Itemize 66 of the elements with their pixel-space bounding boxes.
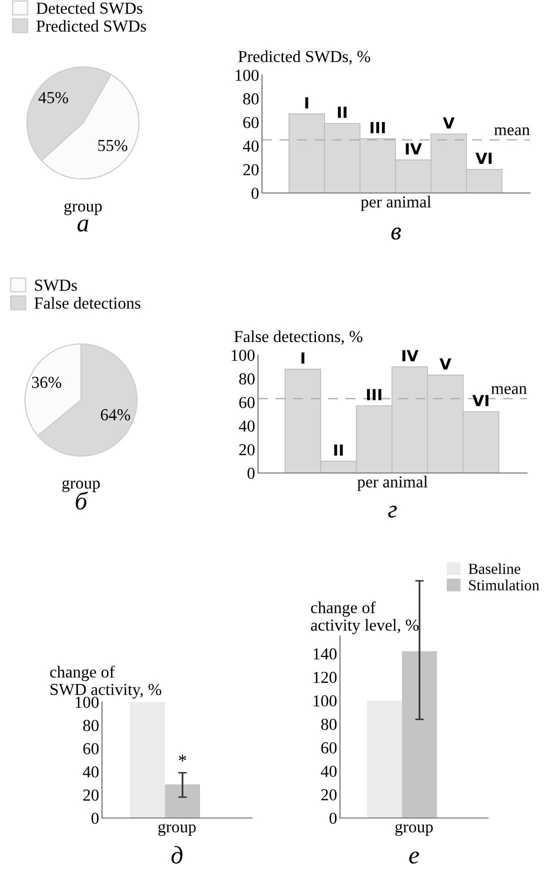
y-tick-label: 60 <box>243 116 259 128</box>
y-tick-label: 100 <box>236 70 259 81</box>
y-tick-label: 60 <box>83 743 99 754</box>
annotation: * <box>178 754 186 762</box>
y-tick-label: 0 <box>330 812 337 824</box>
y-tick-label: 80 <box>321 718 337 730</box>
legend-label: Baseline <box>468 563 520 574</box>
annotation: IV <box>402 350 418 362</box>
legend-label: SWDs <box>35 280 77 291</box>
annotation: V <box>442 117 455 128</box>
y-tick-label: 100 <box>76 696 99 708</box>
y-tick-label: 0 <box>92 812 99 824</box>
y-tick-label: 100 <box>232 350 255 361</box>
chart-title: Predicted SWDs, % <box>238 50 370 65</box>
y-tick-label: 100 <box>314 695 337 707</box>
text: е <box>409 852 419 864</box>
y-tick-label: 0 <box>248 468 255 479</box>
text: в <box>391 228 401 240</box>
x-axis-title: group <box>395 824 433 836</box>
annotation: III <box>367 389 382 400</box>
legend-label: Stimulation <box>469 580 540 590</box>
y-tick-label: 20 <box>321 789 337 800</box>
annotation: I <box>305 97 308 108</box>
text: а <box>77 220 88 232</box>
text: group <box>62 480 100 492</box>
data-label: 55% <box>98 140 128 152</box>
y-tick-label: 80 <box>243 93 259 105</box>
y-tick-label: 20 <box>83 790 99 801</box>
y-tick-label: 60 <box>321 742 337 754</box>
text: group <box>64 202 102 216</box>
chart-title: change of activity level, % <box>310 601 419 634</box>
text: д <box>171 846 182 864</box>
x-axis-title: group <box>158 824 196 836</box>
text: г <box>388 506 397 518</box>
y-tick-label: 60 <box>239 396 255 408</box>
y-tick-label: 0 <box>252 188 259 199</box>
y-tick-label: 40 <box>242 140 259 152</box>
y-tick-label: 40 <box>320 766 337 777</box>
y-tick-label: 80 <box>239 373 255 385</box>
data-label: 64% <box>100 409 130 420</box>
annotation: III <box>370 122 385 134</box>
annotation: VI <box>476 152 492 164</box>
ref-line-label: mean <box>491 386 527 394</box>
legend-label: False detections <box>34 297 140 309</box>
chart-title: False detections, % <box>234 330 362 345</box>
x-axis-title: per animal <box>360 196 432 211</box>
y-tick-label: 80 <box>83 720 99 732</box>
y-tick-label: 120 <box>314 672 337 684</box>
x-axis-title: per animal <box>357 476 428 491</box>
annotation: IV <box>406 143 422 154</box>
annotation: VI <box>472 394 488 406</box>
y-tick-label: 140 <box>314 648 337 660</box>
data-label: 36% <box>32 376 62 388</box>
annotation: II <box>334 444 343 456</box>
data-label: 45% <box>38 92 68 104</box>
y-tick-label: 40 <box>82 766 99 778</box>
ref-line-label: mean <box>494 127 530 136</box>
y-tick-label: 40 <box>238 420 255 432</box>
annotation: II <box>338 106 346 118</box>
y-tick-label: 20 <box>243 164 259 176</box>
y-tick-label: 20 <box>239 444 255 456</box>
legend-label: Detected SWDs <box>36 2 142 14</box>
legend-label: Predicted SWDs <box>36 20 146 32</box>
text: б <box>76 491 88 510</box>
annotation: I <box>301 352 304 364</box>
annotation: V <box>440 358 452 370</box>
